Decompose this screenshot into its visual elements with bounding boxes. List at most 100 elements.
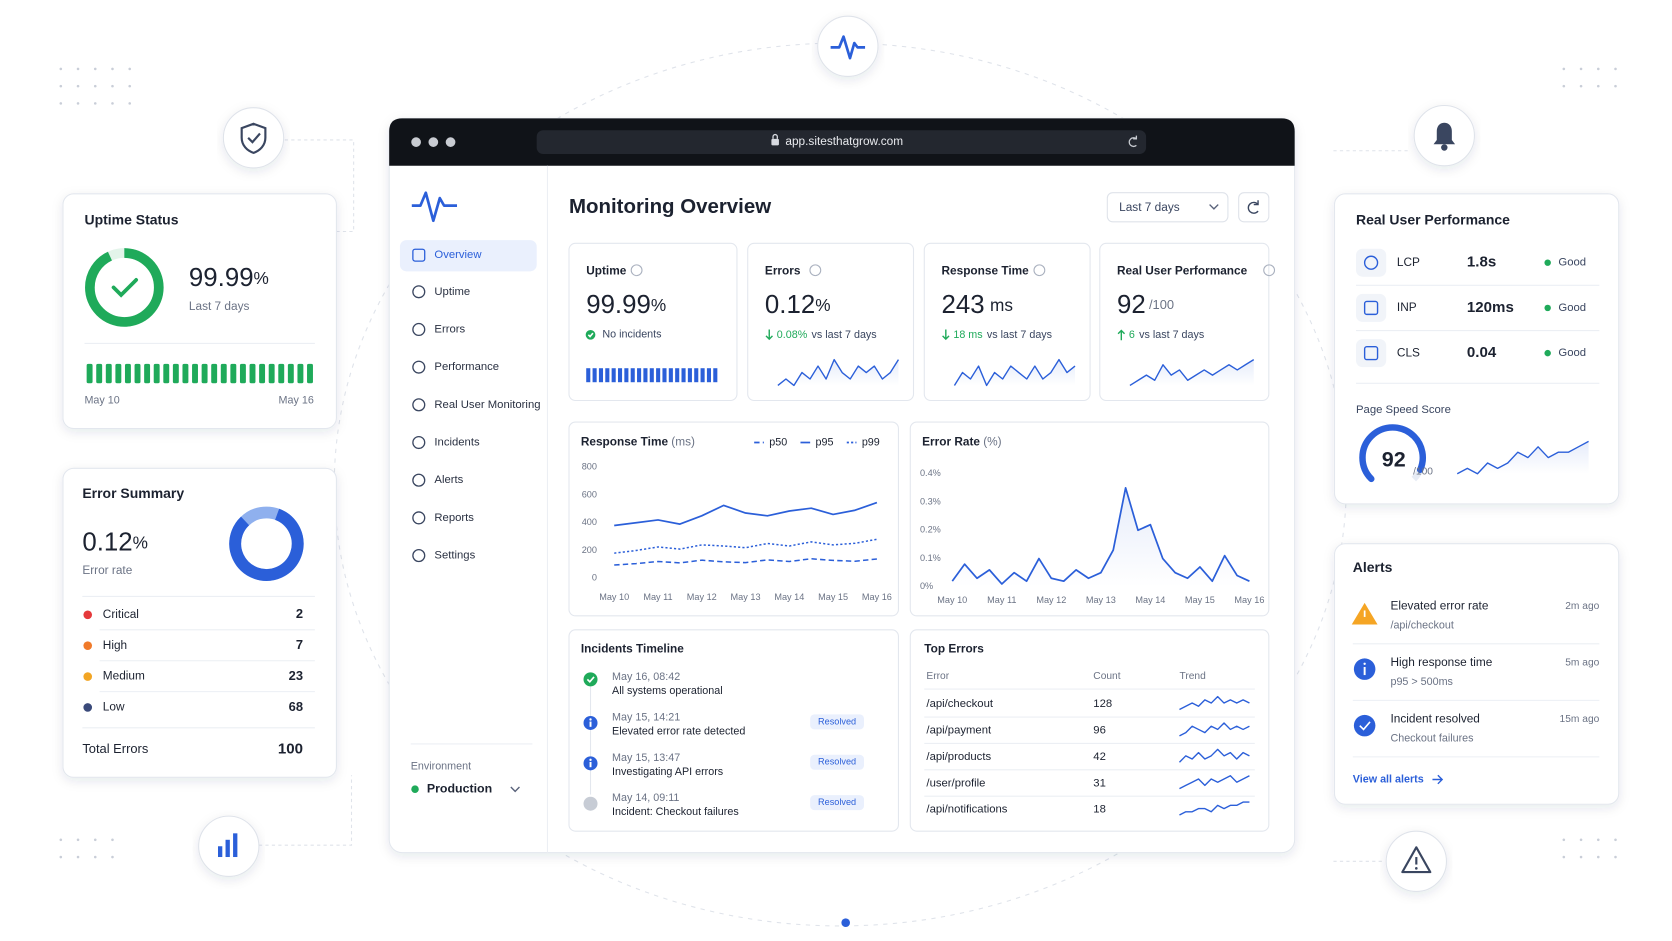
metric-status: Good (1558, 302, 1586, 314)
severity-name: Critical (103, 607, 139, 621)
refresh-button[interactable] (1238, 192, 1270, 223)
table-header: Count (1093, 671, 1120, 682)
incident-time: May 15, 14:21 (612, 711, 680, 723)
metric-value: 1.8s (1467, 254, 1496, 271)
kpi-label: Uptime (586, 263, 627, 277)
info-icon (630, 264, 643, 277)
env-value[interactable]: Production (427, 781, 492, 795)
x-tick-label: May 16 (1234, 595, 1264, 605)
gauge-arc (1359, 424, 1427, 491)
nav-item[interactable]: Overview (434, 249, 482, 261)
dot-grid (59, 67, 1617, 859)
alert-time: 5m ago (1565, 657, 1599, 668)
alert-sub: p95 > 500ms (1390, 676, 1452, 688)
nav-item[interactable]: Alerts (434, 474, 463, 486)
info-glyph (589, 761, 592, 768)
nav-icon (412, 473, 426, 487)
series-line (951, 486, 1250, 585)
value: 99.99 (586, 291, 651, 319)
trend-sparkline (1178, 748, 1250, 763)
uptime-bar (630, 368, 635, 383)
uptime-bar (675, 368, 680, 383)
check-mark (1359, 721, 1371, 731)
kpi-sparkline (953, 358, 1076, 387)
address-bar[interactable] (536, 130, 1147, 154)
uptime-bar (249, 363, 256, 384)
kpi-note: No incidents (602, 329, 661, 341)
uptime-bar (239, 363, 246, 384)
nav-item[interactable]: Reports (434, 512, 474, 524)
bell-badge (1413, 104, 1475, 167)
range-dropdown[interactable] (1106, 192, 1229, 223)
score-value: 92 (1382, 447, 1406, 471)
uptime-ring (85, 248, 164, 327)
uptime-bar (624, 368, 629, 383)
alert-time: 15m ago (1560, 714, 1600, 725)
uptime-bar (268, 363, 275, 384)
severity-count: 2 (296, 606, 303, 621)
uptime-bar (230, 363, 237, 384)
severity-name: Medium (103, 669, 145, 683)
lock-icon (771, 138, 779, 146)
x-tick-label: May 16 (862, 592, 892, 602)
legend-label: p95 (816, 436, 834, 448)
unit: ms (990, 294, 1013, 314)
uptime-bar (172, 363, 179, 384)
error-count: 42 (1093, 751, 1106, 763)
total-value: 100 (278, 740, 303, 757)
note: vs last 7 days (812, 329, 877, 341)
x-tick-label: May 13 (1086, 595, 1116, 605)
date-label: May 10 (84, 394, 119, 406)
kpi-value: 92/100 (1117, 291, 1174, 319)
severity-dot (83, 641, 93, 650)
status-icon (1353, 714, 1376, 737)
carousel-dot (841, 918, 850, 928)
alerts-card (1333, 543, 1620, 805)
error-path: /api/checkout (926, 698, 993, 710)
legend-label: p99 (862, 436, 880, 448)
reload-icon[interactable] (1128, 135, 1138, 148)
nav-item[interactable]: Uptime (434, 286, 470, 298)
uptime-bar (182, 363, 189, 384)
check-mark (587, 332, 594, 338)
score-label: Page Speed Score (1356, 404, 1451, 416)
status-badge (810, 714, 864, 730)
uptime-bar (259, 363, 266, 384)
score-sparkline (1456, 440, 1589, 475)
kpi-card (923, 242, 1091, 402)
uptime-bar (611, 368, 616, 383)
nav-item[interactable]: Real User Monitoring (434, 399, 540, 411)
delta-arrow (942, 329, 950, 341)
card-title: Incidents Timeline (581, 641, 684, 655)
nav-item[interactable]: Errors (434, 323, 465, 335)
info-icon (1263, 264, 1276, 277)
title: Error Rate (922, 435, 980, 449)
card-title: Top Errors (924, 641, 984, 655)
severity-name: High (103, 638, 127, 652)
info-icon (809, 264, 822, 277)
y-tick-label: 200 (582, 545, 597, 555)
uptime-bar (713, 368, 718, 383)
alert-sub: /api/checkout (1390, 619, 1453, 631)
x-tick-label: May 12 (1036, 595, 1066, 605)
value: 99.99 (189, 264, 254, 292)
uptime-bar (124, 363, 131, 384)
delta: 18 ms (953, 329, 982, 341)
nav-item[interactable]: Performance (434, 361, 499, 373)
status-dot (1544, 259, 1551, 266)
uptime-bar (134, 363, 141, 384)
view-all-link[interactable]: View all alerts (1353, 773, 1424, 785)
url-text: app.sitesthatgrow.com (785, 134, 903, 148)
chart-title: Response Time (ms) (581, 435, 695, 449)
trend-sparkline (1179, 801, 1250, 816)
date-label: May 16 (279, 394, 314, 406)
uptime-bar (96, 363, 103, 384)
nav-item[interactable]: Settings (434, 550, 475, 562)
kpi-value: 99.99% (586, 291, 666, 319)
error-summary-card (62, 467, 337, 778)
nav-item[interactable]: Incidents (434, 436, 480, 448)
metric-icon (1363, 255, 1379, 270)
status-text: Resolved (818, 797, 856, 807)
status-badge (810, 754, 864, 770)
error-count: 31 (1093, 777, 1106, 789)
